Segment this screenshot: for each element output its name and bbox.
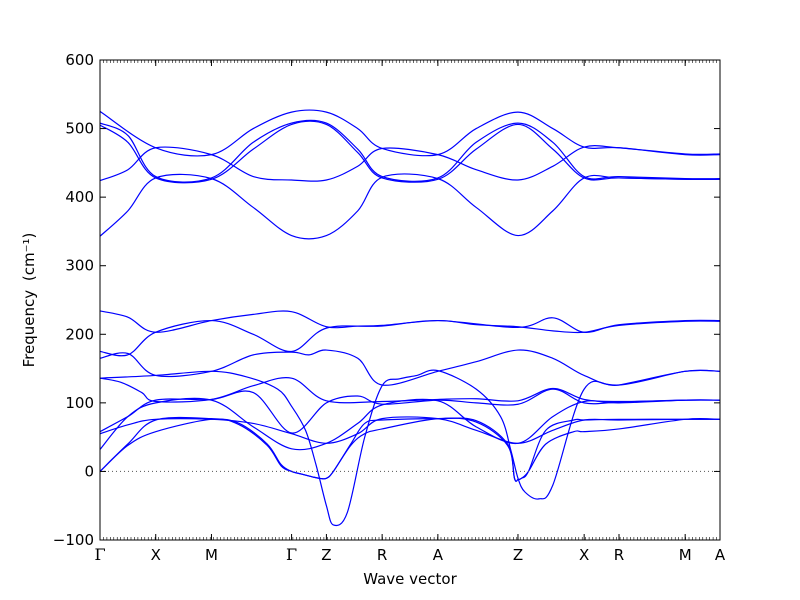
x-tick-label: M (205, 546, 218, 564)
band-curves (99, 109, 721, 527)
y-tick-label: −100 (53, 531, 94, 549)
y-tick-label: 500 (65, 120, 94, 138)
x-tick-label: A (715, 546, 726, 564)
y-tick-label: 100 (65, 394, 94, 412)
band-curve-15 (99, 417, 721, 482)
band-curve-8 (99, 349, 721, 386)
band-curve-4 (99, 145, 721, 182)
y-tick-label: 600 (65, 51, 94, 69)
y-axis-unit: (cm⁻¹) (20, 233, 38, 282)
band-curve-14 (99, 416, 720, 482)
band-curve-1 (99, 109, 721, 157)
band-curve-13 (99, 416, 721, 444)
x-tick-label: Γ (286, 545, 297, 564)
y-axis-ticks: −100 0 100 200 300 400 500 600 (53, 51, 720, 549)
y-tick-label: 200 (65, 325, 94, 343)
x-tick-label: A (433, 546, 444, 564)
x-tick-label: X (151, 546, 161, 564)
band-curve-5 (99, 173, 721, 240)
plot-frame (99, 59, 721, 541)
x-tick-label: R (614, 546, 624, 564)
band-curve-9 (99, 369, 721, 527)
x-tick-label: Z (513, 546, 523, 564)
x-tick-label: Γ (94, 545, 105, 564)
x-tick-label: X (579, 546, 589, 564)
y-tick-label: 0 (84, 462, 94, 480)
band-curve-2 (99, 119, 721, 183)
x-axis-label: Wave vector (363, 570, 457, 588)
y-tick-label: 300 (65, 257, 94, 275)
y-axis-label: Frequency (cm⁻¹) (20, 233, 38, 368)
band-curve-7 (99, 317, 721, 357)
x-tick-label: R (377, 546, 387, 564)
y-tick-label: 400 (65, 188, 94, 206)
band-curve-12 (99, 397, 721, 451)
x-tick-label: M (679, 546, 692, 564)
band-curve-3 (99, 120, 721, 184)
x-tick-label: Z (321, 546, 331, 564)
band-curve-11 (99, 388, 721, 434)
y-axis-label-text: Frequency (20, 290, 38, 368)
